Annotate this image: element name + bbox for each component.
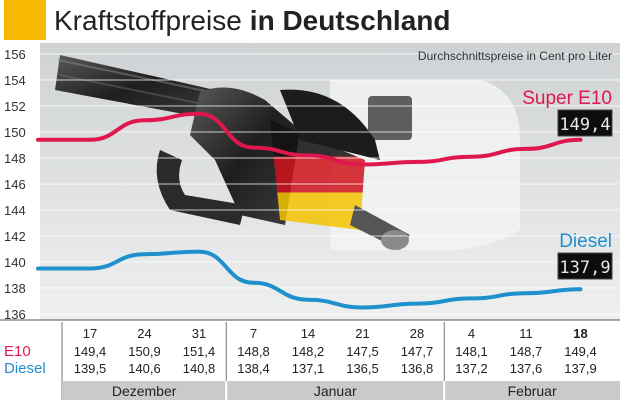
data-point	[197, 250, 201, 254]
series-name-label: Super E10	[522, 88, 612, 109]
series-line-diesel	[36, 249, 583, 310]
accent-square	[4, 0, 46, 40]
row-label-e10: E10	[4, 343, 31, 360]
data-point	[470, 155, 473, 159]
data-point	[252, 146, 255, 150]
day-label: 17	[83, 326, 97, 341]
data-point	[143, 252, 146, 256]
table-cell-value: 137,9	[564, 361, 597, 376]
month-bar	[62, 381, 620, 400]
data-point	[361, 306, 364, 309]
data-point	[524, 147, 528, 151]
table-cell-value: 149,4	[74, 344, 107, 359]
table-cell-value: 148,8	[237, 344, 270, 359]
table-cell-value: 150,9	[128, 344, 161, 359]
data-point	[252, 281, 255, 285]
price-display-value: 149,4	[559, 115, 610, 135]
data-point	[306, 153, 310, 157]
y-tick-label: 154	[4, 73, 26, 88]
y-tick-label: 150	[4, 125, 26, 140]
series-line-e10	[36, 111, 583, 167]
table-cell-value: 136,5	[346, 361, 379, 376]
y-gridlines	[0, 53, 620, 315]
y-tick-label: 156	[4, 47, 26, 62]
series-lines	[36, 111, 583, 310]
y-tick-label: 146	[4, 177, 26, 192]
y-tick-label: 136	[4, 307, 26, 322]
table-cell-value: 136,8	[401, 361, 434, 376]
data-point	[415, 160, 419, 164]
table-cell-value: 139,5	[74, 361, 107, 376]
day-label: 28	[410, 326, 424, 341]
table-cell-value: 138,4	[237, 361, 270, 376]
table-cell-value: 149,4	[564, 344, 597, 359]
price-display-box	[557, 109, 613, 137]
series-name-label: Diesel	[559, 231, 612, 252]
table-cell-value: 137,6	[510, 361, 543, 376]
day-label: 31	[192, 326, 206, 341]
price-display-box	[557, 252, 613, 280]
day-label: 4	[468, 326, 475, 341]
y-tick-label: 142	[4, 229, 26, 244]
table-cell-value: 137,1	[292, 361, 325, 376]
title-light: Kraftstoffpreise	[54, 5, 242, 36]
y-tick-label: 148	[4, 151, 26, 166]
table-cell-value: 148,1	[455, 344, 488, 359]
table-cell-value: 137,2	[455, 361, 488, 376]
y-tick-label: 138	[4, 281, 26, 296]
y-axis-ticks: 136 138 140 142 144 146 148 150 152 154 156	[4, 47, 26, 322]
y-tick-label: 140	[4, 255, 26, 270]
table-cell-value: 147,7	[401, 344, 434, 359]
day-label: 21	[355, 326, 369, 341]
series-labels: Super E10 149,4 Diesel 137,9	[522, 88, 613, 280]
day-label: 14	[301, 326, 315, 341]
chart-subtitle: Durchschnittspreise in Cent pro Liter	[418, 49, 612, 63]
data-point	[143, 118, 146, 122]
table-cell-value: 148,7	[510, 344, 543, 359]
price-display-value: 137,9	[559, 258, 610, 278]
month-label: Februar	[508, 383, 557, 399]
table-cell-value: 151,4	[183, 344, 216, 359]
table-cell-value: 140,8	[183, 361, 216, 376]
data-point	[306, 298, 310, 302]
data-point	[361, 163, 364, 166]
chart-title: Kraftstoffpreise in Deutschland	[54, 5, 451, 36]
data-point	[579, 138, 582, 142]
y-tick-label: 152	[4, 99, 26, 114]
table-cell-value: 147,5	[346, 344, 379, 359]
data-point	[470, 296, 473, 300]
day-label: 11	[519, 326, 533, 341]
data-point	[88, 138, 92, 142]
day-label: 18	[573, 326, 587, 341]
day-label: 7	[250, 326, 257, 341]
table-cell-value: 140,6	[128, 361, 161, 376]
row-label-diesel: Diesel	[4, 360, 46, 377]
fuel-nozzle-illustration	[55, 55, 520, 251]
data-point	[197, 112, 201, 116]
table-cell-value: 148,2	[292, 344, 325, 359]
month-label: Januar	[314, 383, 357, 399]
data-point	[88, 267, 92, 270]
y-tick-label: 144	[4, 203, 26, 218]
day-label: 24	[137, 326, 151, 341]
data-point	[524, 291, 528, 295]
data-point	[415, 302, 419, 306]
month-label: Dezember	[112, 383, 177, 399]
data-point	[579, 287, 582, 291]
title-bold: in Deutschland	[250, 5, 451, 36]
